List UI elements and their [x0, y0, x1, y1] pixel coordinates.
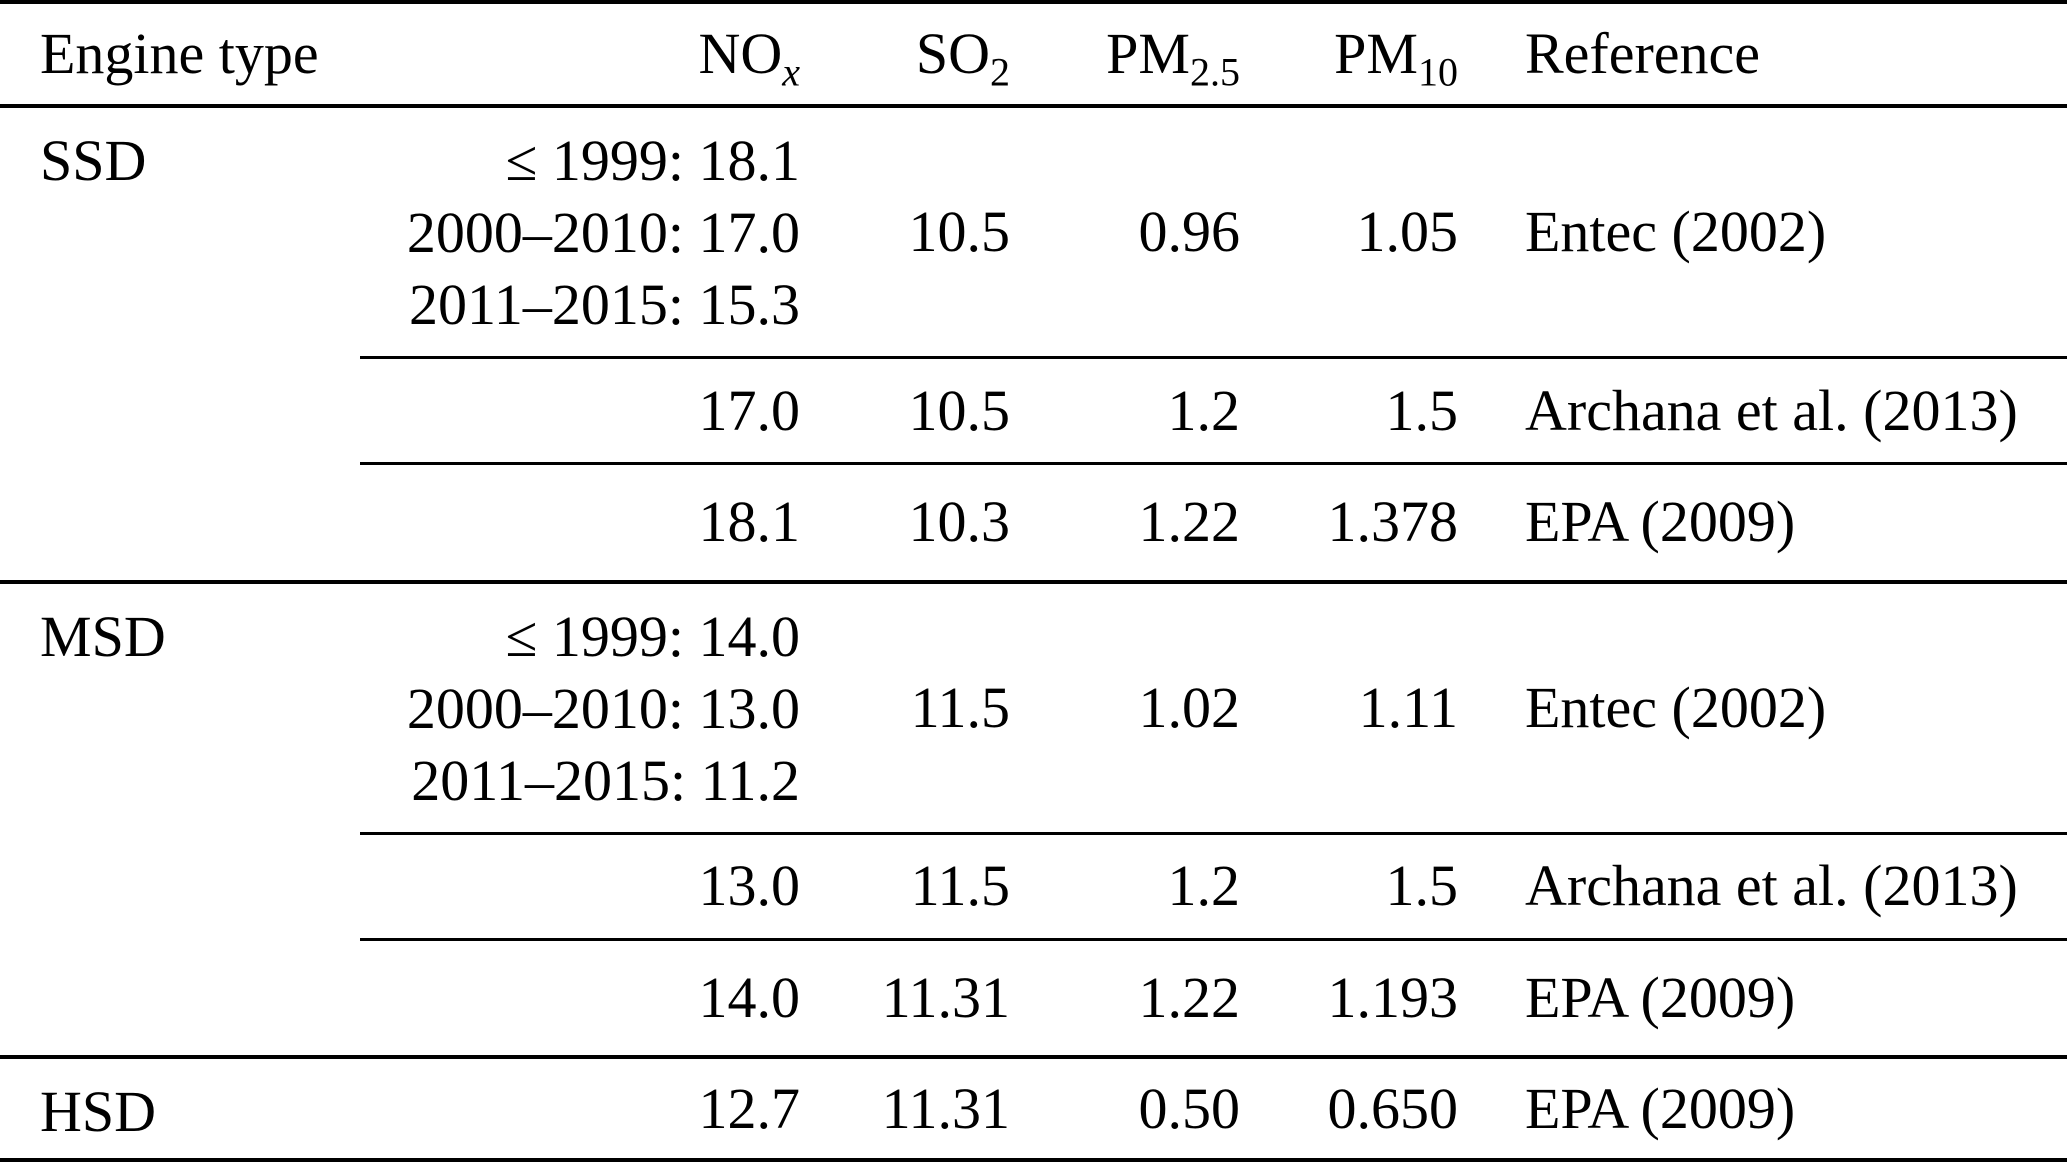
column-header-pm25: PM2.5	[1010, 2, 1240, 108]
nox-period-line: 2000–2010: 17.0	[406, 200, 800, 265]
column-header-nox: NOx	[360, 2, 800, 108]
reference-cell: EPA (2009)	[1458, 1055, 2067, 1160]
so2-subscript: 2	[990, 49, 1010, 95]
nox-period-line: 2011–2015: 15.3	[409, 272, 800, 337]
pm25-label: PM	[1106, 21, 1190, 87]
nox-cell: 17.0	[360, 357, 800, 465]
pm10-cell: 1.05	[1240, 106, 1458, 359]
nox-cell: 12.7	[360, 1055, 800, 1160]
pm10-cell: 1.378	[1327, 489, 1459, 555]
hsd-group: HSD 12.7 11.31 0.50 0.650 EPA (2009)	[0, 1055, 2067, 1160]
nox-cell: 13.0	[360, 833, 800, 941]
reference-cell: EPA (2009)	[1525, 964, 1796, 1030]
pm10-cell: 1.11	[1240, 579, 1458, 835]
engine-type-cell: SSD	[40, 128, 147, 193]
table-row: HSD 12.7 11.31 0.50 0.650 EPA (2009)	[0, 1055, 2067, 1160]
nox-subscript: x	[782, 49, 800, 95]
column-header-engine-type: Engine type	[0, 2, 360, 108]
pm25-cell: 0.50	[1010, 1055, 1240, 1160]
reference-cell: Archana et al. (2013)	[1458, 357, 2067, 465]
nox-period-line: ≤ 1999: 14.0	[505, 603, 800, 669]
column-header-reference: Reference	[1458, 2, 2067, 108]
so2-cell: 11.31	[881, 964, 1010, 1030]
nox-cell: ≤ 1999: 14.0 2000–2010: 13.0 2011–2015: …	[360, 579, 800, 835]
nox-cell: ≤ 1999: 18.1 2000–2010: 17.0 2011–2015: …	[360, 106, 800, 359]
column-header-so2: SO2	[800, 2, 1010, 108]
so2-cell: 11.5	[800, 579, 1010, 835]
nox-period-line: 2000–2010: 13.0	[406, 675, 800, 741]
pm10-cell: 0.650	[1240, 1055, 1458, 1160]
pm25-cell: 0.96	[1010, 106, 1240, 359]
pm25-cell: 1.2	[1010, 357, 1240, 465]
table-row: 18.1 10.3 1.22 1.378 EPA (2009)	[0, 464, 2067, 582]
pm10-cell: 1.193	[1327, 964, 1459, 1030]
engine-type-cell: MSD	[0, 579, 360, 1057]
pm25-subscript: 2.5	[1190, 49, 1240, 95]
reference-cell: Archana et al. (2013)	[1458, 833, 2067, 941]
table-row: SSD ≤ 1999: 18.1 2000–2010: 17.0 2011–20…	[0, 106, 2067, 359]
table-row: MSD ≤ 1999: 14.0 2000–2010: 13.0 2011–20…	[0, 579, 2067, 1057]
so2-label: SO	[915, 21, 990, 87]
nox-cell: 14.0	[698, 964, 801, 1030]
so2-cell: 10.5	[800, 106, 1010, 359]
nox-cell: 18.1	[698, 489, 801, 555]
pm10-cell: 1.5	[1240, 833, 1458, 941]
ssd-group: SSD ≤ 1999: 18.1 2000–2010: 17.0 2011–20…	[0, 106, 2067, 582]
nox-period-line: ≤ 1999: 18.1	[505, 128, 800, 193]
table-row: 14.0 11.31 1.22 1.193 EPA (2009)	[0, 939, 2067, 1057]
reference-cell: Entec (2002)	[1458, 579, 2067, 835]
reference-cell: EPA (2009)	[1525, 489, 1796, 555]
reference-cell: Entec (2002)	[1458, 106, 2067, 359]
pm25-cell: 1.22	[1138, 964, 1241, 1030]
pm25-cell: 1.22	[1138, 489, 1241, 555]
header-row: Engine type NOx SO2 PM2.5 PM10 Reference	[0, 2, 2067, 108]
table-row: 13.0 11.5 1.2 1.5 Archana et al. (2013)	[0, 833, 2067, 941]
so2-cell: 11.31	[800, 1055, 1010, 1160]
engine-type-cell: HSD	[0, 1055, 360, 1160]
nox-period-line: 2011–2015: 11.2	[411, 747, 800, 813]
pm10-cell: 1.5	[1240, 357, 1458, 465]
pm10-subscript: 10	[1418, 49, 1458, 95]
pm25-cell: 1.2	[1010, 833, 1240, 941]
column-header-pm10: PM10	[1240, 2, 1458, 108]
so2-cell: 10.3	[908, 489, 1011, 555]
nox-label: NO	[698, 21, 783, 87]
pm10-label: PM	[1334, 21, 1418, 87]
so2-cell: 11.5	[800, 833, 1010, 941]
msd-group: MSD ≤ 1999: 14.0 2000–2010: 13.0 2011–20…	[0, 579, 2067, 1057]
pm25-cell: 1.02	[1010, 579, 1240, 835]
so2-cell: 10.5	[800, 357, 1010, 465]
table-row: 17.0 10.5 1.2 1.5 Archana et al. (2013)	[0, 357, 2067, 465]
